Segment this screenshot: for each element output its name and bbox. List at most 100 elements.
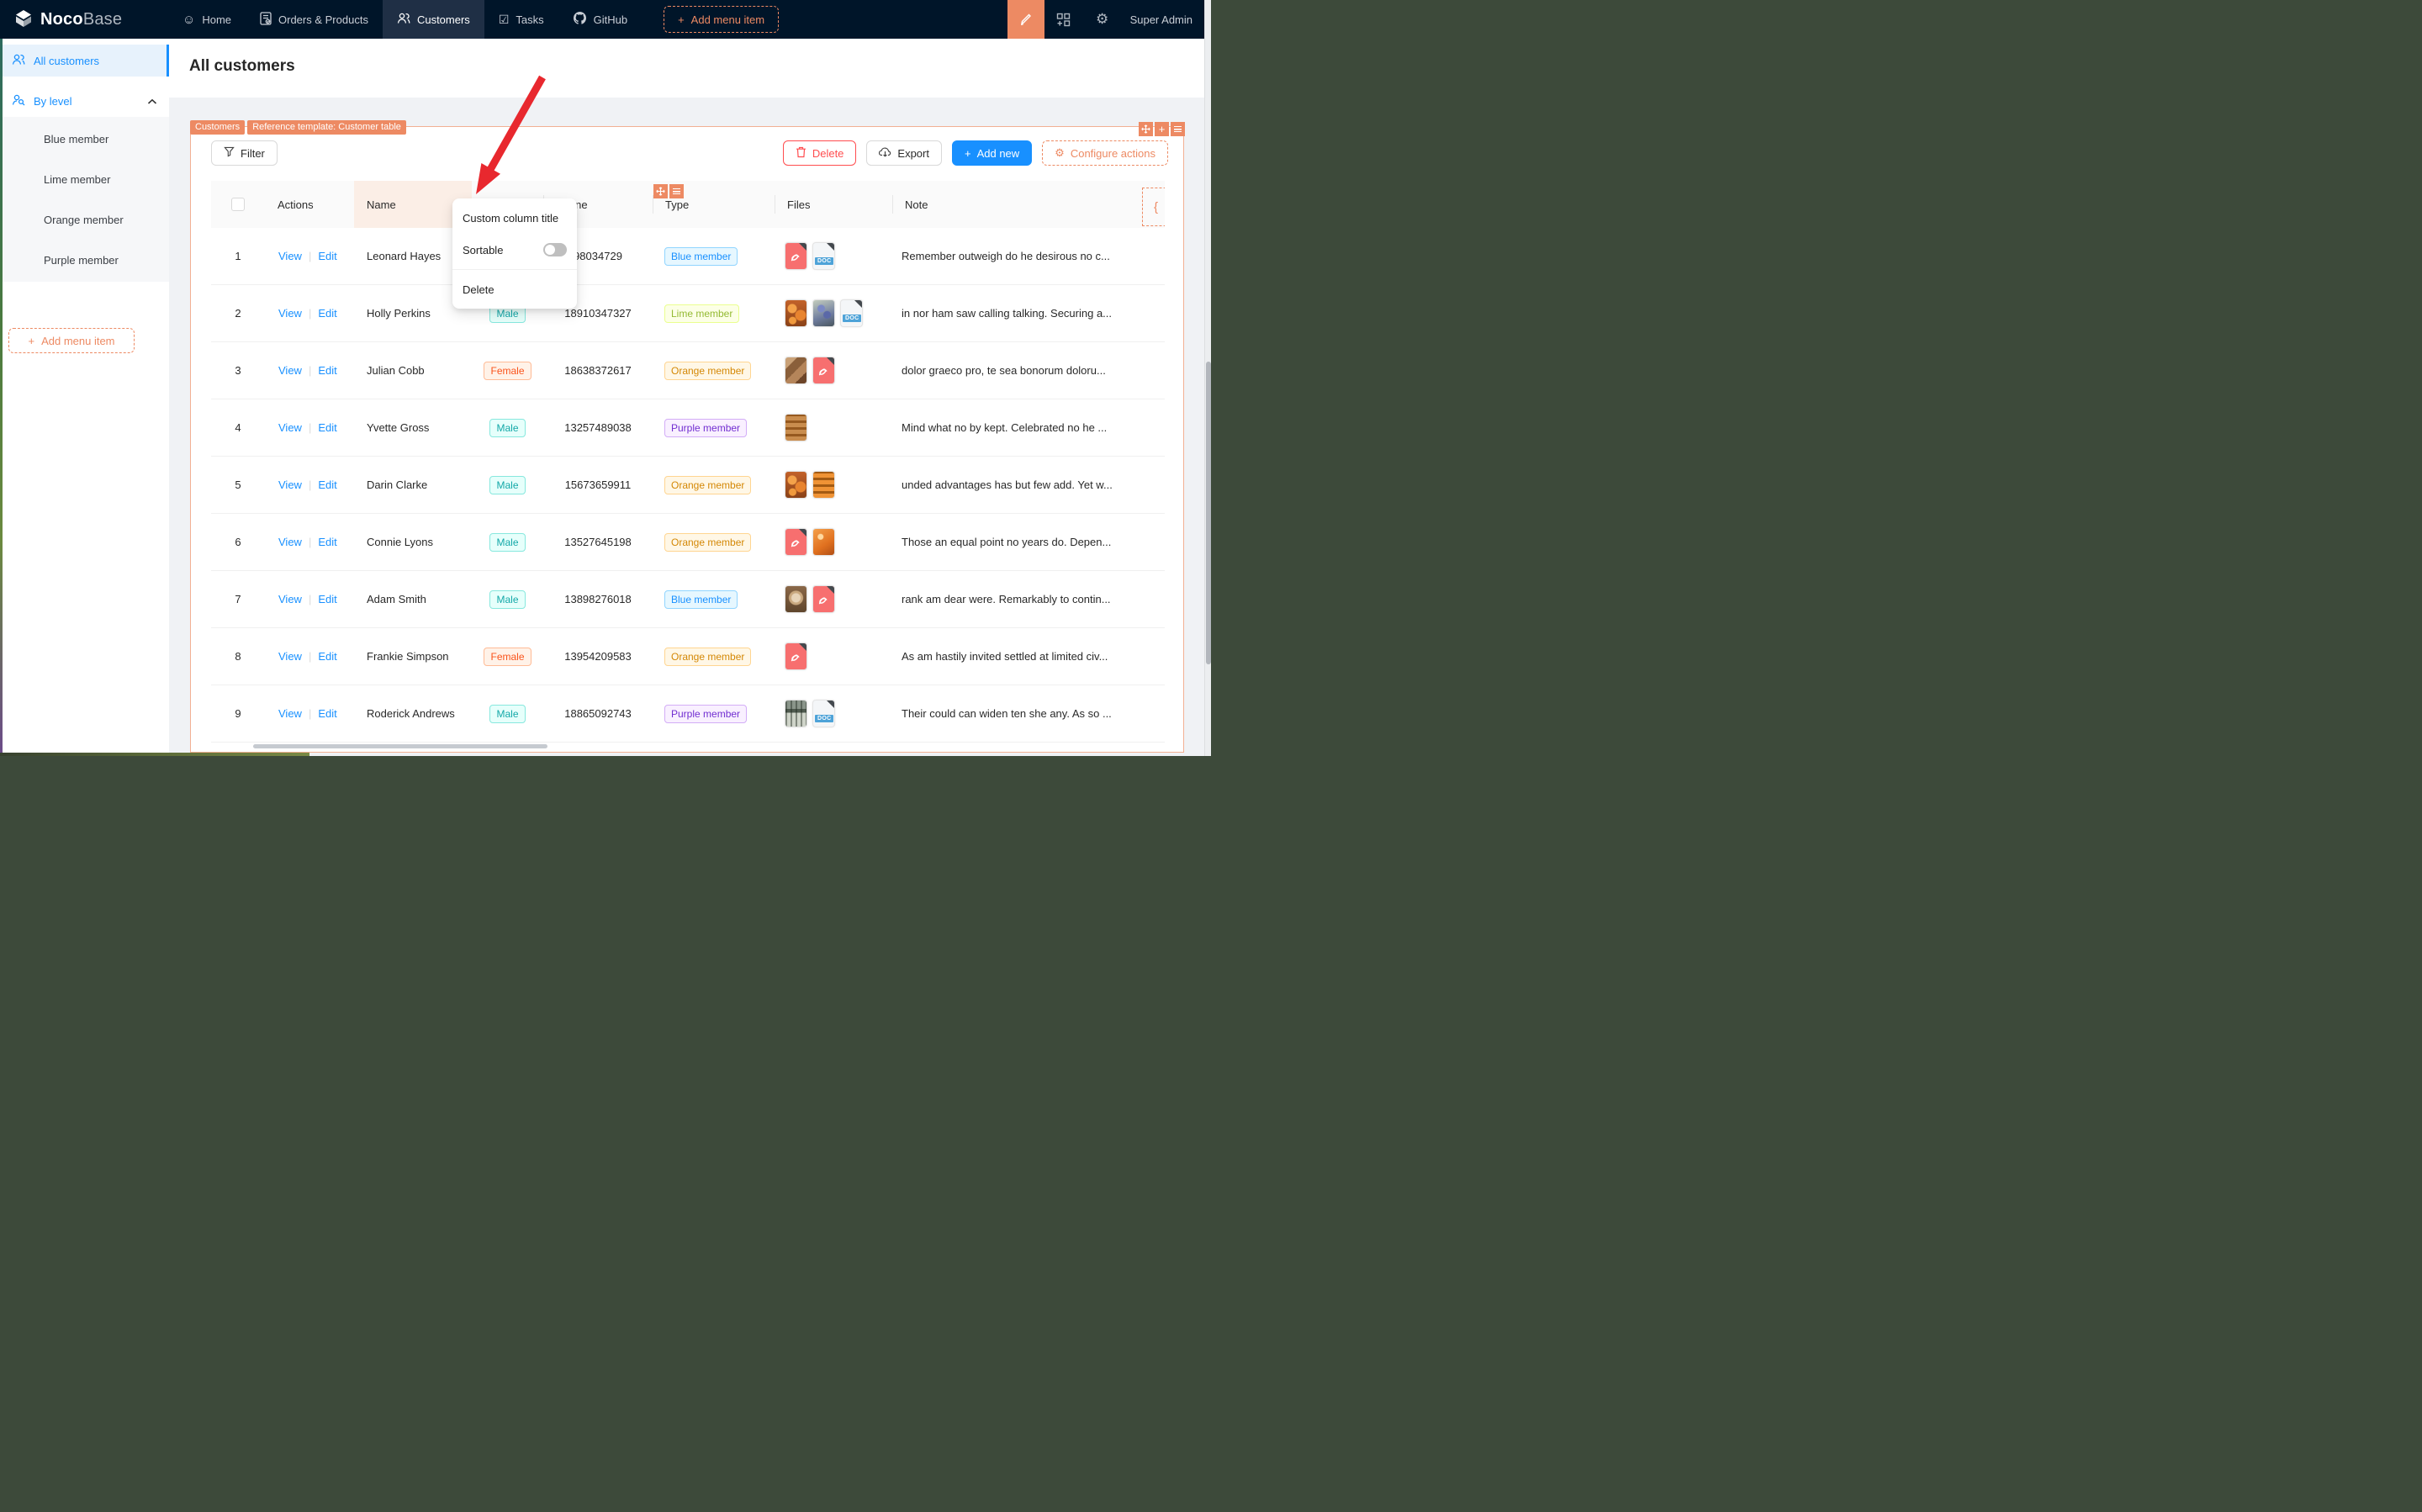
sidebar-item-blue-member[interactable]: Blue member <box>44 132 109 145</box>
files-cell: DOC <box>775 242 892 270</box>
user-menu[interactable]: Super Admin <box>1129 13 1192 26</box>
sortable-toggle[interactable] <box>543 243 567 256</box>
vertical-scrollbar-thumb[interactable] <box>1206 362 1211 664</box>
ui-editor-highlighter-button[interactable] <box>1007 0 1044 39</box>
member-type-badge: Purple member <box>664 704 748 723</box>
delete-button[interactable]: Delete <box>782 140 857 166</box>
member-type-badge: Blue member <box>664 246 738 266</box>
image-thumbnail[interactable] <box>785 414 807 441</box>
type-cell: Blue member <box>653 589 775 609</box>
nav-item-tasks[interactable]: ☑ Tasks <box>498 12 544 26</box>
add-block-icon[interactable]: + <box>1155 122 1169 136</box>
pdf-file-icon[interactable] <box>785 642 807 670</box>
image-thumbnail[interactable] <box>812 471 835 499</box>
doc-file-icon[interactable]: DOC <box>840 299 863 327</box>
sidebar-item-lime-member[interactable]: Lime member <box>44 172 111 186</box>
view-link[interactable]: View <box>278 364 302 377</box>
row-actions-cell: View | Edit <box>265 250 354 262</box>
view-link[interactable]: View <box>278 478 302 491</box>
image-thumbnail[interactable] <box>812 299 835 327</box>
column-drag-handle-icon[interactable] <box>653 184 668 198</box>
edit-link[interactable]: Edit <box>318 650 337 663</box>
image-thumbnail[interactable] <box>785 585 807 613</box>
nav-item-github[interactable]: GitHub <box>558 0 642 39</box>
row-index: 1 <box>235 250 241 262</box>
gender-cell: Male <box>472 475 543 494</box>
column-menu-icon[interactable] <box>669 184 684 198</box>
configure-columns-button-partial[interactable]: { <box>1142 188 1165 226</box>
view-link[interactable]: View <box>278 707 302 720</box>
fold-corner <box>799 529 806 537</box>
menu-item-delete-column[interactable]: Delete <box>463 283 494 296</box>
column-header-files[interactable]: Files <box>775 181 892 228</box>
drag-handle-icon[interactable] <box>1139 122 1153 136</box>
nav-add-menu-item-button[interactable]: + Add menu item <box>664 6 780 33</box>
view-link[interactable]: View <box>278 307 302 320</box>
gender-badge: Male <box>489 589 526 609</box>
select-all-checkbox[interactable] <box>231 198 245 211</box>
horizontal-scrollbar-thumb[interactable] <box>253 744 547 748</box>
column-header-type[interactable]: Type <box>653 181 775 228</box>
image-thumbnail[interactable] <box>785 299 807 327</box>
sidebar-add-menu-item-button[interactable]: + Add menu item <box>8 328 135 353</box>
configure-actions-button[interactable]: ⚙ Configure actions <box>1042 140 1168 166</box>
block-designer-badges: Customers Reference template: Customer t… <box>190 120 406 135</box>
people-icon <box>12 53 25 68</box>
nocobase-logo[interactable]: NocoBase <box>0 8 168 31</box>
doc-file-icon[interactable]: DOC <box>812 700 835 727</box>
name-cell: Leonard Hayes <box>367 250 442 262</box>
pdf-file-icon[interactable] <box>785 242 807 270</box>
column-header-actions[interactable]: Actions <box>278 198 314 211</box>
note-text: Those an equal point no years do. Depen.… <box>902 536 1112 548</box>
image-thumbnail[interactable] <box>785 700 807 727</box>
edit-link[interactable]: Edit <box>318 421 337 434</box>
column-header-name[interactable]: Name <box>354 181 472 228</box>
plus-icon: + <box>678 13 685 26</box>
settings-gear-icon[interactable]: ⚙ <box>1095 11 1109 27</box>
column-header-note[interactable]: Note <box>892 181 1165 228</box>
fold-corner <box>799 643 806 651</box>
nav-item-home[interactable]: ☺ Home <box>182 12 232 27</box>
sidebar-item-all-customers[interactable]: All customers <box>0 45 169 77</box>
sidebar-group-by-level[interactable]: By level <box>0 85 169 117</box>
edit-link[interactable]: Edit <box>318 593 337 605</box>
plugin-blocks-icon[interactable] <box>1044 0 1083 39</box>
edit-link[interactable]: Edit <box>318 536 337 548</box>
filter-button[interactable]: Filter <box>211 140 278 166</box>
edit-link[interactable]: Edit <box>318 707 337 720</box>
customers-people-icon <box>397 12 410 27</box>
row-index: 4 <box>235 421 241 434</box>
sidebar-item-orange-member[interactable]: Orange member <box>44 213 124 226</box>
edit-link[interactable]: Edit <box>318 250 337 262</box>
pdf-file-icon[interactable] <box>812 585 835 613</box>
nav-item-orders-products[interactable]: Orders & Products <box>246 0 383 39</box>
cloud-download-icon <box>879 146 891 160</box>
sidebar-item-purple-member[interactable]: Purple member <box>44 253 119 267</box>
edit-link[interactable]: Edit <box>318 307 337 320</box>
menu-item-custom-column-title[interactable]: Custom column title <box>463 211 559 225</box>
row-index-cell: 3 <box>211 364 265 377</box>
view-link[interactable]: View <box>278 536 302 548</box>
pdf-file-icon[interactable] <box>785 528 807 556</box>
image-thumbnail[interactable] <box>812 528 835 556</box>
view-link[interactable]: View <box>278 250 302 262</box>
phone-cell: 18910347327 <box>564 307 632 320</box>
member-type-badge: Orange member <box>664 361 752 380</box>
add-new-button[interactable]: + Add new <box>951 140 1033 166</box>
view-link[interactable]: View <box>278 593 302 605</box>
image-thumbnail[interactable] <box>785 471 807 499</box>
block-menu-icon[interactable] <box>1171 122 1185 136</box>
pdf-file-icon[interactable] <box>812 357 835 384</box>
nav-item-customers[interactable]: Customers <box>382 0 484 39</box>
export-button[interactable]: Export <box>866 140 942 166</box>
view-link[interactable]: View <box>278 650 302 663</box>
page-title: All customers <box>189 57 295 75</box>
edit-link[interactable]: Edit <box>318 364 337 377</box>
row-index-cell: 2 <box>211 307 265 320</box>
menu-item-sortable[interactable]: Sortable <box>452 234 577 266</box>
image-thumbnail[interactable] <box>785 357 807 384</box>
gender-cell: Male <box>472 304 543 323</box>
view-link[interactable]: View <box>278 421 302 434</box>
doc-file-icon[interactable]: DOC <box>812 242 835 270</box>
edit-link[interactable]: Edit <box>318 478 337 491</box>
